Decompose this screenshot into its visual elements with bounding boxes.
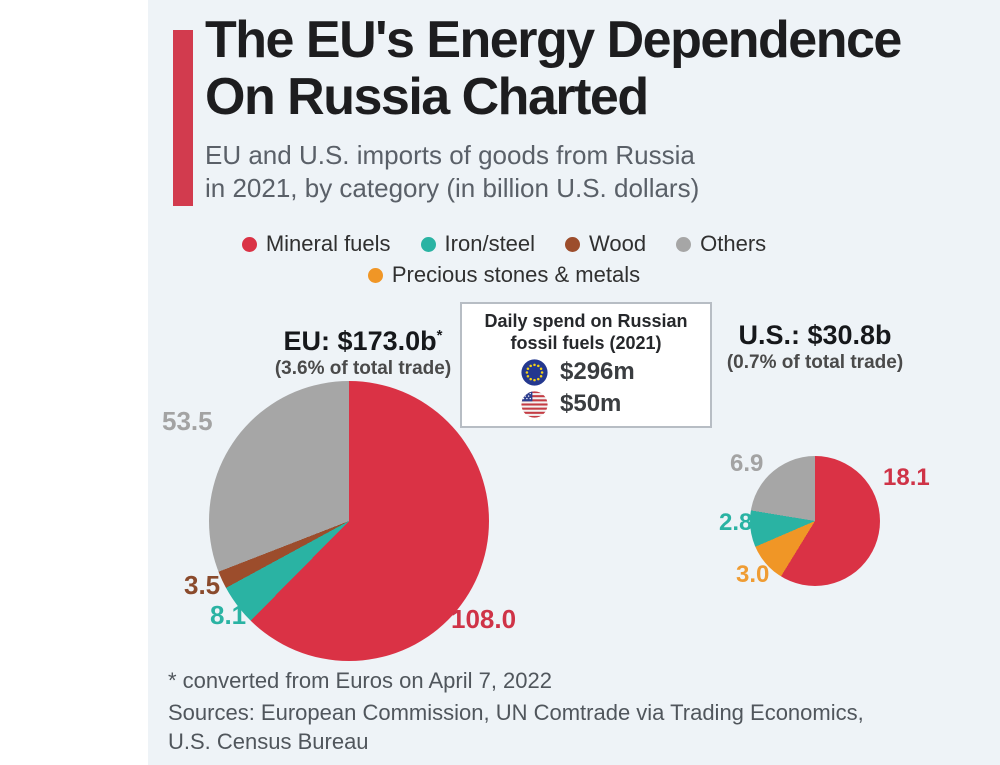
us-iron-steel-value-label: 2.8 (719, 509, 753, 536)
us-daily-spend-value: $50m (560, 390, 622, 417)
page-subtitle: EU and U.S. imports of goods from Russia… (205, 139, 699, 205)
legend-label: Mineral fuels (265, 231, 391, 256)
page-subtitle-line1: EU and U.S. imports of goods from Russia (205, 140, 695, 170)
legend-label: Wood (589, 231, 647, 256)
page-subtitle-line2: in 2021, by category (in billion U.S. do… (205, 173, 700, 203)
eu-daily-spend-row: $296m (521, 358, 651, 386)
asterisk-superscript: * (436, 327, 443, 344)
legend-item-wood: Wood (565, 231, 646, 257)
sources-line1: Sources: European Commission, UN Comtrad… (168, 700, 864, 725)
eu-pie-chart (209, 381, 489, 661)
eu-trade-share-note: (3.6% of total trade) (274, 358, 452, 379)
us-others-value-label: 6.9 (730, 450, 764, 477)
eu-chart-heading: EU: $173.0b* (3.6% of total trade) (193, 320, 533, 381)
legend-item-others: Others (676, 231, 766, 257)
eu-daily-spend-value: $296m (560, 358, 635, 385)
legend-item-iron-steel: Iron/steel (420, 231, 536, 257)
us-daily-spend-row: $50m (521, 390, 651, 418)
page-title-line1: The EU's Energy Dependence (205, 11, 902, 69)
us-mineral-fuels-value-label: 18.1 (883, 464, 930, 491)
legend: Mineral fuels Iron/steel Wood Others Pre… (148, 231, 860, 288)
legend-item-mineral-fuels: Mineral fuels (241, 231, 391, 257)
eu-flag-icon (521, 358, 548, 386)
legend-row-1: Mineral fuels Iron/steel Wood Others (241, 231, 766, 257)
us-flag-icon (521, 390, 548, 418)
eu-iron-steel-value-label: 8.1 (210, 600, 247, 630)
infographic-canvas: The EU's Energy Dependence On Russia Cha… (148, 0, 1000, 765)
footnote: * converted from Euros on April 7, 2022 (168, 668, 552, 693)
info-box-title-line2: fossil fuels (2021) (510, 333, 662, 353)
us-total-label: U.S.: $30.8b (738, 320, 892, 350)
info-box-title-line1: Daily spend on Russian (484, 311, 688, 331)
us-trade-share-note: (0.7% of total trade) (726, 352, 904, 373)
eu-others-value-label: 53.5 (162, 406, 213, 436)
eu-total-text: EU: $173.0b (283, 326, 437, 356)
legend-row-2: Precious stones & metals (367, 262, 641, 288)
iron-steel-dot-icon (420, 236, 436, 252)
legend-item-precious-stones: Precious stones & metals (367, 262, 641, 288)
daily-spend-info-box: Daily spend on Russian fossil fuels (202… (460, 302, 712, 428)
eu-wood-value-label: 3.5 (184, 570, 221, 600)
us-pie-chart (750, 456, 880, 586)
precious-stones-dot-icon (367, 267, 383, 283)
eu-total-label: EU: $173.0b* (193, 320, 533, 357)
page-title: The EU's Energy Dependence On Russia Cha… (205, 11, 902, 126)
wood-dot-icon (565, 236, 581, 252)
sources-line2: U.S. Census Bureau (168, 729, 369, 754)
us-chart-heading: U.S.: $30.8b (0.7% of total trade) (645, 320, 985, 375)
legend-label: Others (700, 231, 767, 256)
footer: * converted from Euros on April 7, 2022 … (168, 666, 864, 756)
mineral-fuels-dot-icon (241, 236, 257, 252)
legend-label: Iron/steel (444, 231, 536, 256)
accent-bar (173, 30, 193, 206)
eu-mineral-fuels-value-label: 108.0 (451, 604, 517, 634)
page-title-line2: On Russia Charted (205, 68, 649, 126)
us-precious-stones-value-label: 3.0 (736, 561, 770, 588)
others-dot-icon (676, 236, 692, 252)
legend-label: Precious stones & metals (391, 262, 641, 287)
info-box-title: Daily spend on Russian fossil fuels (202… (484, 310, 687, 354)
